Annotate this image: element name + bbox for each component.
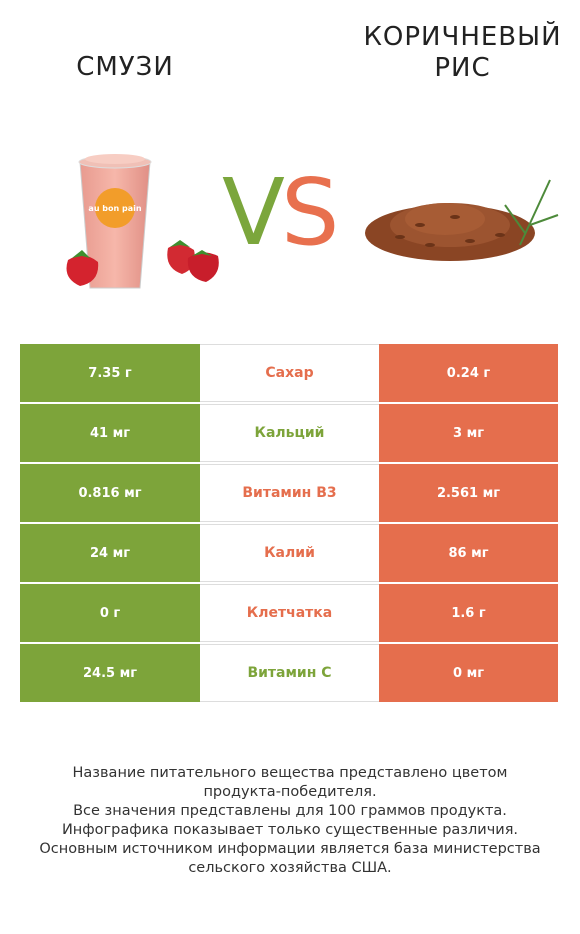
nutrient-name: Кальций xyxy=(200,404,379,462)
strawberry-icon xyxy=(187,250,219,282)
vs-v: V xyxy=(222,159,285,266)
footnote-line: Все значения представлены для 100 граммо… xyxy=(73,803,507,819)
nutrient-name: Витамин B3 xyxy=(200,464,379,522)
right-value: 0 мг xyxy=(379,644,558,702)
left-value: 7.35 г xyxy=(20,344,200,402)
right-value: 0.24 г xyxy=(379,344,558,402)
vs-label: VS xyxy=(222,165,362,260)
nutrient-name: Калий xyxy=(200,524,379,582)
right-title-line-1: КОРИЧНЕВЫЙ xyxy=(363,22,562,52)
table-row: 24.5 мг Витамин C 0 мг xyxy=(20,644,558,704)
comparison-table: 7.35 г Сахар 0.24 г 41 мг Кальций 3 мг 0… xyxy=(20,344,558,704)
cup-logo-text: au bon pain xyxy=(88,204,141,213)
strawberry-icon xyxy=(66,250,99,286)
left-value: 0 г xyxy=(20,584,200,642)
table-row: 7.35 г Сахар 0.24 г xyxy=(20,344,558,404)
footnote-line: Инфографика показывает только существенн… xyxy=(61,822,519,838)
table-row: 0 г Клетчатка 1.6 г xyxy=(20,584,558,644)
footnote-line: сельского хозяйства США. xyxy=(188,860,392,876)
right-value: 1.6 г xyxy=(379,584,558,642)
table-row: 0.816 мг Витамин B3 2.561 мг xyxy=(20,464,558,524)
herb-sprig-icon xyxy=(504,179,559,246)
right-title-line-2: РИС xyxy=(434,53,491,83)
footnote-line: продукта-победителя. xyxy=(203,784,377,800)
vs-s: S xyxy=(280,159,339,266)
table-row: 24 мг Калий 86 мг xyxy=(20,524,558,584)
nutrient-name: Витамин C xyxy=(200,644,379,702)
right-value: 86 мг xyxy=(379,524,558,582)
smoothie-image: au bon pain xyxy=(66,154,219,289)
left-product-title: СМУЗИ xyxy=(76,52,174,82)
nutrient-name: Сахар xyxy=(200,344,379,402)
footnote-line: Название питательного вещества представл… xyxy=(72,765,508,781)
right-product-title: КОРИЧНЕВЫЙ РИС xyxy=(355,22,570,84)
brown-rice-image xyxy=(365,179,559,261)
left-value: 41 мг xyxy=(20,404,200,462)
footnote: Название питательного вещества представл… xyxy=(20,764,560,878)
left-value: 24.5 мг xyxy=(20,644,200,702)
footnote-line: Основным источником информации является … xyxy=(39,841,541,857)
table-row: 41 мг Кальций 3 мг xyxy=(20,404,558,464)
left-value: 0.816 мг xyxy=(20,464,200,522)
left-value: 24 мг xyxy=(20,524,200,582)
right-value: 2.561 мг xyxy=(379,464,558,522)
nutrient-name: Клетчатка xyxy=(200,584,379,642)
strawberry-icon xyxy=(167,240,195,274)
right-value: 3 мг xyxy=(379,404,558,462)
